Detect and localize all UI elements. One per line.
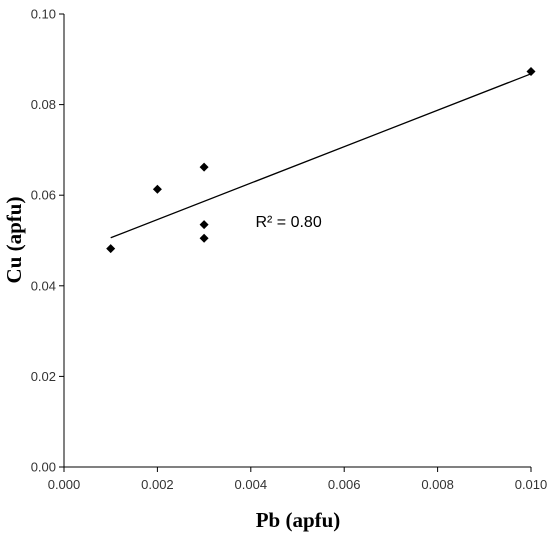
x-tick-label: 0.004 [235,477,268,492]
y-tick-label: 0.08 [31,97,56,112]
y-tick-label: 0.00 [31,460,56,475]
data-point [106,244,116,254]
y-tick-label: 0.10 [31,7,56,22]
data-point [199,162,209,172]
x-axis: 0.000 0.002 0.004 0.006 0.008 0.010 [48,466,548,492]
x-tick-label: 0.010 [515,477,548,492]
data-point [526,67,536,77]
data-point [199,233,209,243]
y-tick-label: 0.02 [31,369,56,384]
trendline-group [110,73,532,239]
x-tick-label: 0.008 [421,477,454,492]
data-point [199,220,209,230]
y-axis-title: Cu (apfu) [2,197,26,284]
data-points [106,67,536,254]
trendline [110,73,532,239]
x-tick-label: 0.002 [141,477,174,492]
x-tick-label: 0.000 [48,477,81,492]
y-tick-label: 0.04 [31,278,56,293]
data-point [152,184,162,194]
r-squared-annotation: R² = 0.80 [255,214,321,231]
y-axis: 0.00 0.02 0.04 0.06 0.08 0.10 [31,7,65,475]
y-tick-label: 0.06 [31,188,56,203]
x-axis-title: Pb (apfu) [256,508,341,532]
x-tick-label: 0.006 [328,477,361,492]
